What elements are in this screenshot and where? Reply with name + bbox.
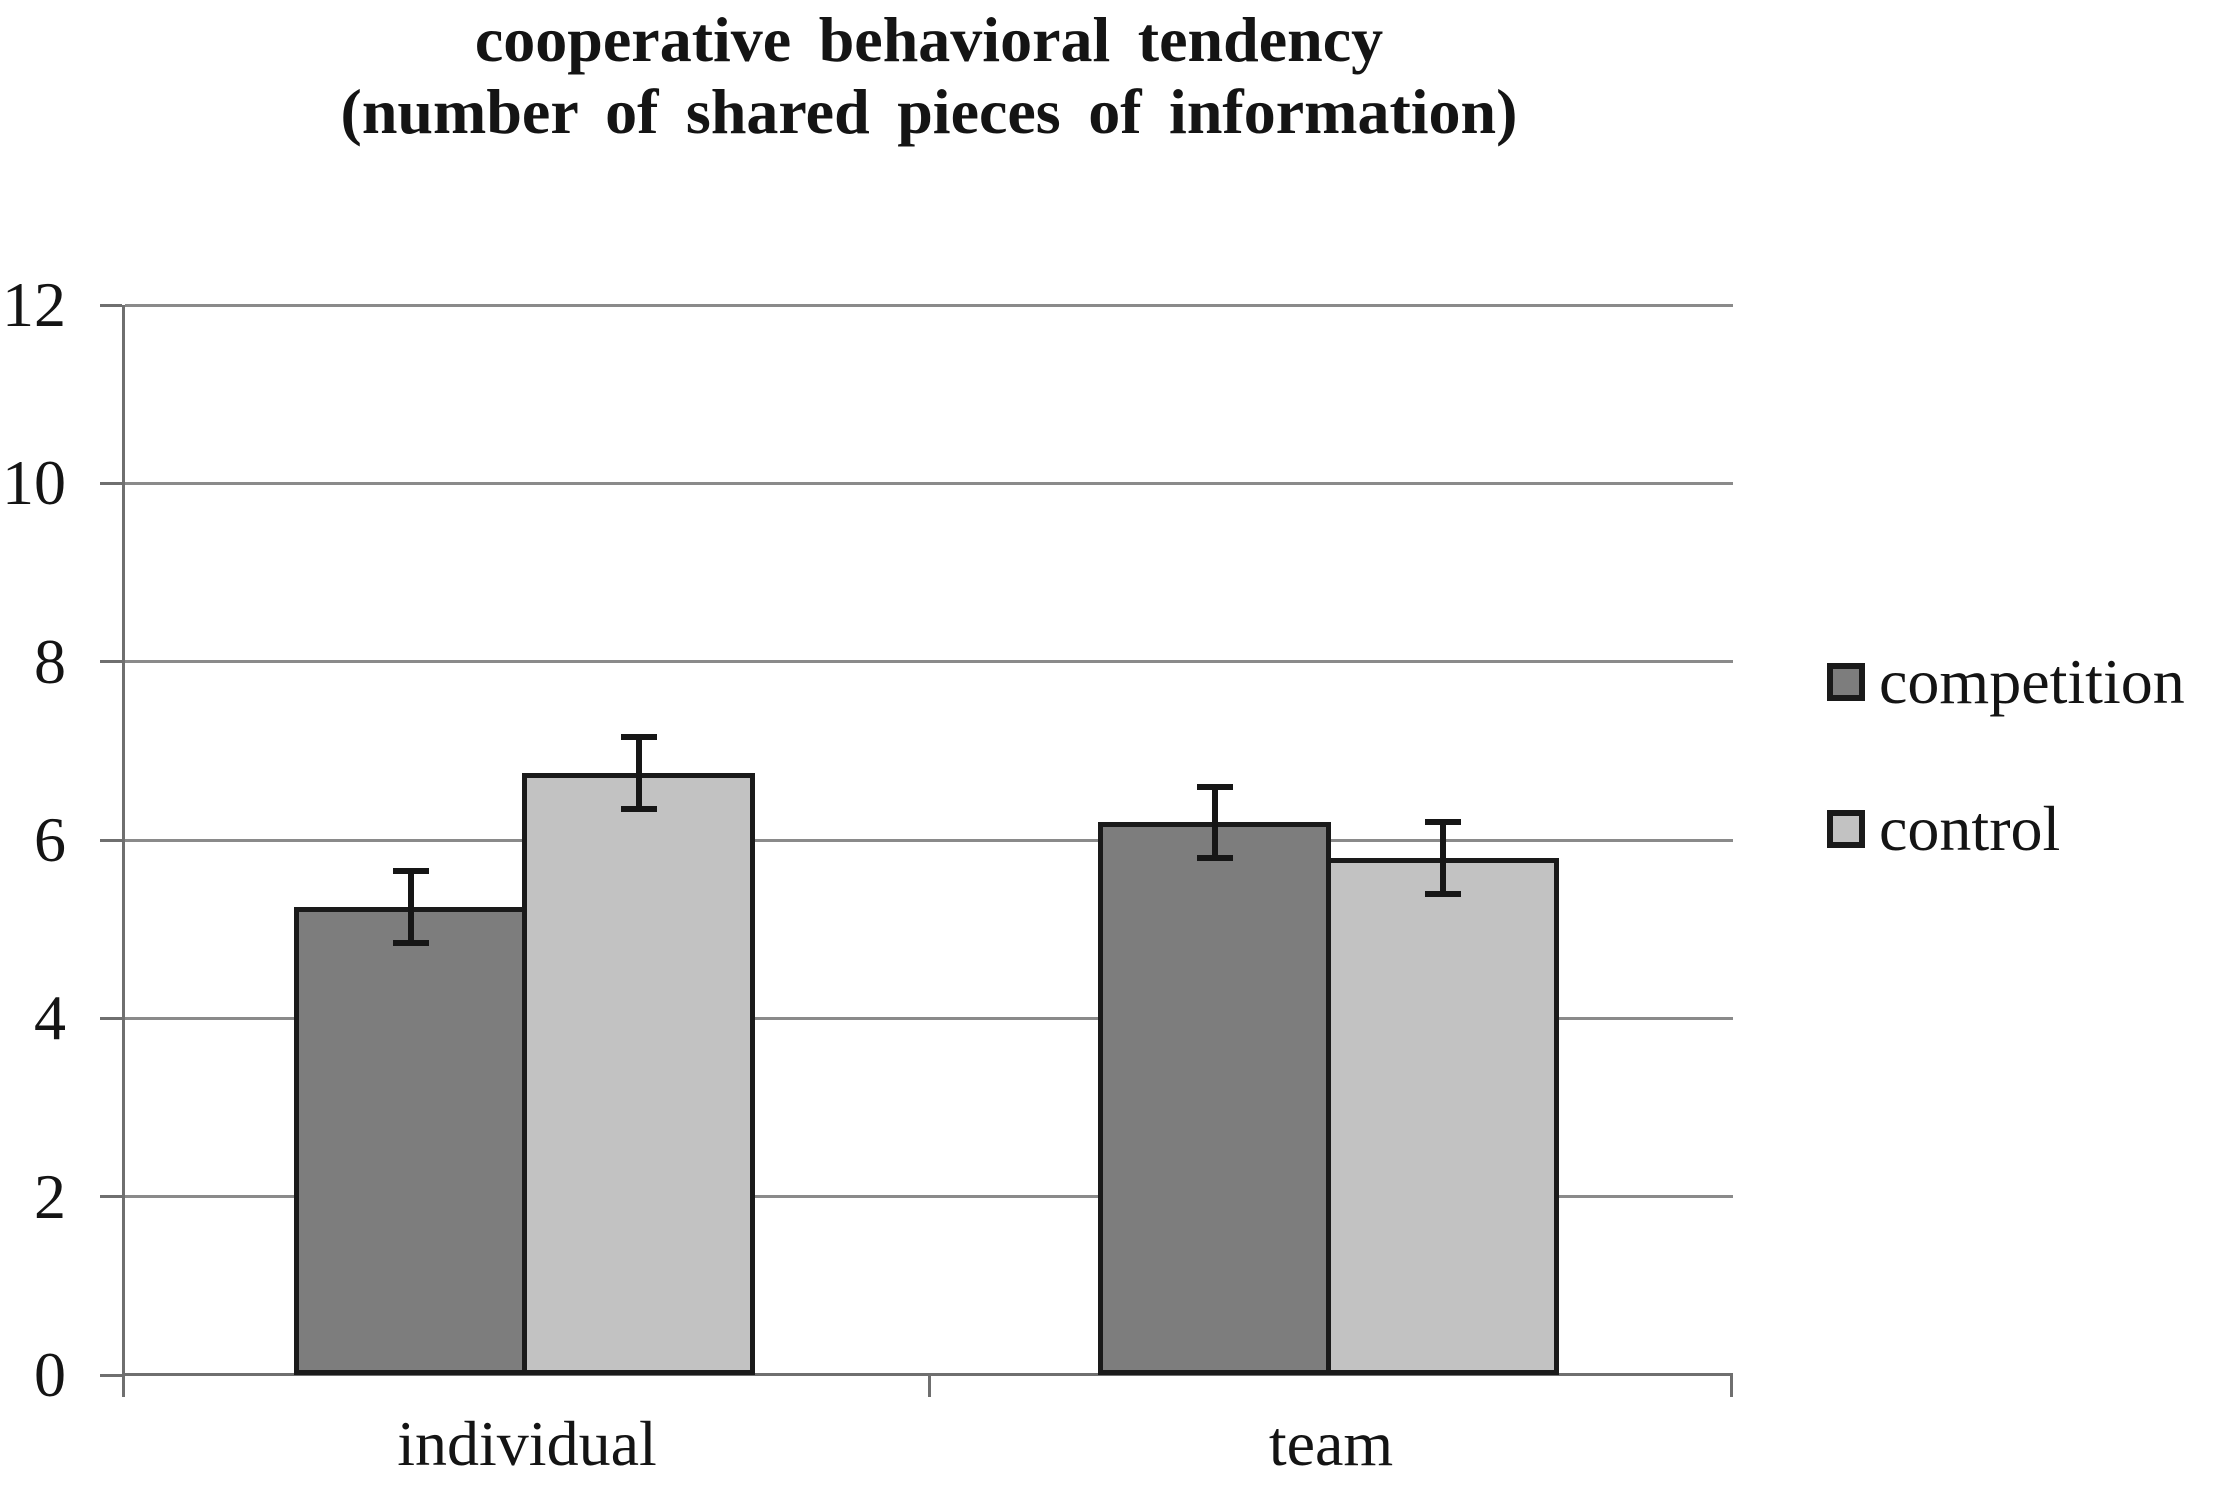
legend-swatch-competition-icon [1827, 663, 1865, 701]
error-bar-competition-individual [407, 871, 414, 943]
error-bar-competition-team [1211, 786, 1218, 858]
gridline-y4 [125, 1016, 1733, 1020]
gridline-y2 [125, 1195, 1733, 1199]
x-axis-line [125, 1373, 1733, 1376]
y-tick-6 [100, 838, 122, 842]
error-cap-bottom-control-individual [620, 805, 657, 812]
bar-competition-individual [294, 906, 527, 1375]
x-tick-1 [927, 1375, 931, 1397]
y-tick-12 [100, 303, 122, 307]
y-tick-4 [100, 1016, 122, 1020]
gridline-y8 [125, 660, 1733, 664]
error-bar-control-team [1439, 822, 1446, 894]
legend-item-control: control [1827, 797, 2060, 861]
legend-swatch-control-icon [1827, 810, 1865, 848]
gridline-y12 [125, 303, 1733, 307]
y-axis-line [122, 305, 125, 1396]
legend-label-competition: competition [1879, 646, 2185, 717]
y-tick-0 [100, 1373, 122, 1377]
error-cap-bottom-control-team [1424, 890, 1461, 897]
error-bar-control-individual [635, 737, 642, 809]
error-cap-top-control-team [1424, 819, 1461, 826]
y-tick-label-2: 2 [34, 1160, 66, 1232]
y-tick-label-12: 12 [2, 269, 66, 340]
gridline-y6 [125, 838, 1733, 842]
bar-competition-team [1098, 822, 1331, 1375]
y-tick-2 [100, 1195, 122, 1199]
legend-item-competition: competition [1827, 650, 2185, 714]
y-tick-label-0: 0 [34, 1339, 66, 1410]
error-cap-bottom-competition-individual [392, 939, 429, 946]
error-cap-top-competition-individual [392, 868, 429, 875]
legend-label-control: control [1879, 793, 2061, 864]
y-tick-label-8: 8 [34, 625, 66, 697]
bar-control-team [1326, 857, 1559, 1375]
y-tick-10 [100, 481, 122, 485]
plot-area [100, 303, 1733, 1397]
error-cap-top-control-individual [620, 734, 657, 741]
x-axis-label-individual: individual [397, 1408, 657, 1479]
chart-title-line1: cooperative behavioral tendency [474, 4, 1384, 75]
chart-title: cooperative behavioral tendency (number … [125, 4, 1733, 148]
x-tick-2 [1730, 1375, 1733, 1397]
y-tick-label-4: 4 [34, 982, 66, 1054]
y-tick-8 [100, 660, 122, 664]
y-tick-label-6: 6 [34, 804, 66, 875]
gridline-y10 [125, 481, 1733, 485]
chart-title-line2: (number of shared pieces of information) [340, 76, 1518, 147]
y-tick-label-10: 10 [2, 447, 66, 519]
x-tick-0 [122, 1375, 125, 1397]
bar-control-individual [522, 773, 755, 1375]
x-axis-label-team: team [1268, 1408, 1394, 1479]
error-cap-top-competition-team [1196, 783, 1233, 790]
error-cap-bottom-competition-team [1196, 854, 1233, 861]
